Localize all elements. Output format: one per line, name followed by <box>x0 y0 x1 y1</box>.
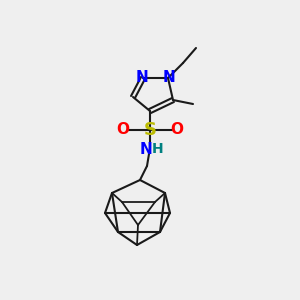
Text: O: O <box>116 122 130 137</box>
Text: H: H <box>152 142 164 156</box>
Text: S: S <box>143 121 157 139</box>
Text: O: O <box>170 122 184 137</box>
Text: N: N <box>140 142 152 157</box>
Text: N: N <box>163 70 176 85</box>
Text: N: N <box>136 70 148 85</box>
